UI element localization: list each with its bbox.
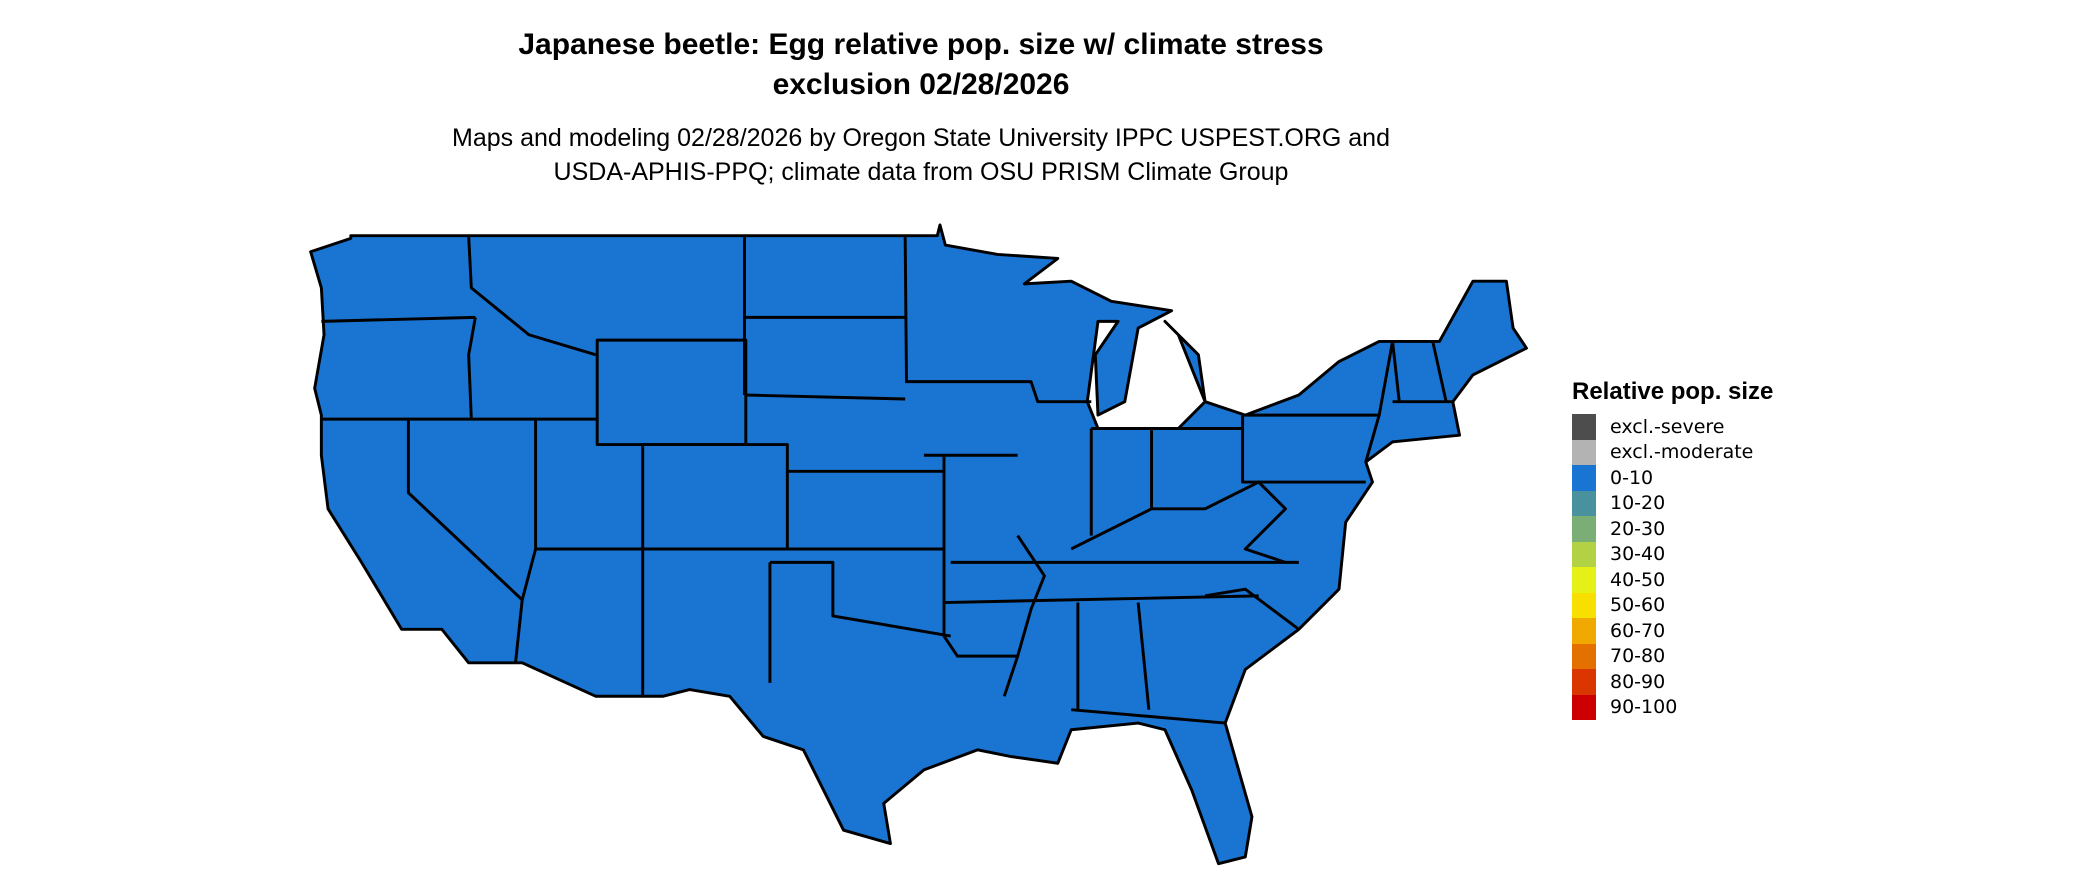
legend-item: 20-30 — [1572, 516, 1773, 542]
legend-swatch — [1572, 490, 1596, 516]
legend-label: excl.-moderate — [1610, 441, 1754, 464]
legend-swatch — [1572, 516, 1596, 542]
legend-item: 90-100 — [1572, 694, 1773, 720]
legend-item: 0-10 — [1572, 465, 1773, 491]
map-subtitle-line1: Maps and modeling 02/28/2026 by Oregon S… — [452, 124, 1390, 152]
map-title-line2: exclusion 02/28/2026 — [772, 68, 1070, 101]
legend-label: 10-20 — [1610, 492, 1666, 515]
legend-label: 70-80 — [1610, 645, 1666, 668]
legend-label: 50-60 — [1610, 594, 1666, 617]
legend-label: 80-90 — [1610, 670, 1666, 693]
legend-item: excl.-severe — [1572, 414, 1773, 440]
legend-swatch — [1572, 618, 1596, 644]
legend-swatch — [1572, 439, 1596, 465]
legend-item: excl.-moderate — [1572, 439, 1773, 465]
legend-label: 90-100 — [1610, 696, 1678, 719]
legend-item: 70-80 — [1572, 643, 1773, 669]
legend-label: 20-30 — [1610, 517, 1666, 540]
legend-swatch — [1572, 567, 1596, 593]
state-boundaries — [321, 235, 1453, 725]
legend-item: 80-90 — [1572, 669, 1773, 695]
legend: Relative pop. size excl.-severe excl.-mod… — [1572, 378, 1773, 720]
legend-item: 40-50 — [1572, 567, 1773, 593]
legend-item: 10-20 — [1572, 490, 1773, 516]
legend-title: Relative pop. size — [1572, 378, 1774, 405]
legend-swatch — [1572, 541, 1596, 567]
legend-item: 50-60 — [1572, 592, 1773, 618]
legend-swatch — [1572, 694, 1596, 720]
legend-swatch — [1572, 465, 1596, 491]
legend-label: excl.-severe — [1610, 415, 1725, 438]
us-outline — [309, 223, 1528, 866]
legend-label: 0-10 — [1610, 466, 1654, 489]
map-subtitle-line2: USDA-APHIS-PPQ; climate data from OSU PR… — [553, 158, 1289, 186]
legend-label: 40-50 — [1610, 568, 1666, 591]
legend-item: 30-40 — [1572, 541, 1773, 567]
legend-label: 30-40 — [1610, 543, 1666, 566]
legend-swatch — [1572, 643, 1596, 669]
legend-label: 60-70 — [1610, 619, 1666, 642]
legend-swatch — [1572, 592, 1596, 618]
map-title-line1: Japanese beetle: Egg relative pop. size … — [518, 28, 1324, 61]
legend-item: 60-70 — [1572, 618, 1773, 644]
legend-swatch — [1572, 669, 1596, 695]
legend-swatch — [1572, 414, 1596, 440]
